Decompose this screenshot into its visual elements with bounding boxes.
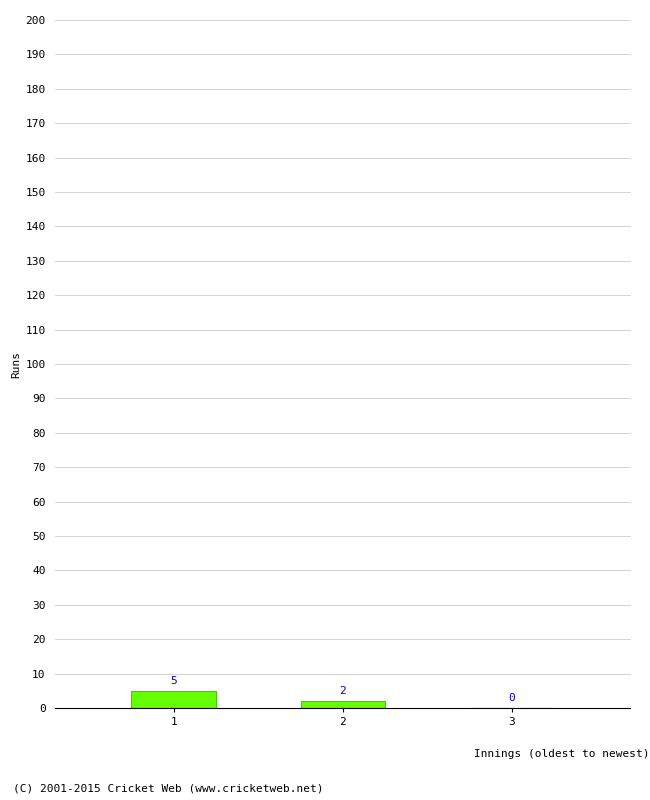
Text: 5: 5 xyxy=(170,676,177,686)
Bar xyxy=(131,690,216,708)
Text: 0: 0 xyxy=(509,693,515,703)
X-axis label: Innings (oldest to newest): Innings (oldest to newest) xyxy=(474,750,649,759)
Text: (C) 2001-2015 Cricket Web (www.cricketweb.net): (C) 2001-2015 Cricket Web (www.cricketwe… xyxy=(13,784,324,794)
Text: 2: 2 xyxy=(339,686,346,696)
Y-axis label: Runs: Runs xyxy=(11,350,21,378)
Bar xyxy=(300,701,385,708)
